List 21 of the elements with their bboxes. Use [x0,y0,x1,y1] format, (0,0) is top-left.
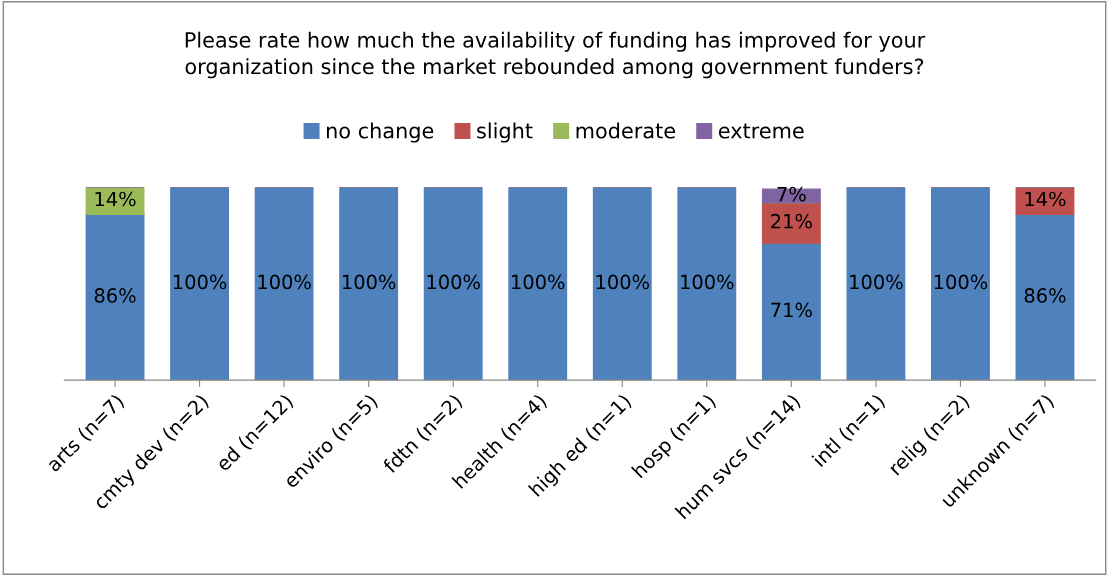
data-label: 21% [771,213,812,229]
data-label: 86% [1024,288,1066,303]
data-label: 7% [777,186,806,202]
data-label: 14% [95,191,136,207]
data-label: 100% [934,274,988,290]
data-label: 100% [596,274,649,290]
data-label: 100% [681,274,734,290]
data-label: 14% [1025,191,1066,207]
chart-title: Please rate how much the availability of funding has improved for your organization since the market rebounded among government funders? [185,31,926,79]
data-label: 100% [850,274,903,290]
legend-label: moderate [576,122,675,139]
legend-label: no change [326,122,434,143]
data-label: 100% [173,274,227,290]
data-label: 100% [258,274,311,290]
data-label: 100% [512,274,565,290]
data-label: 71% [771,302,812,318]
legend-label: slight [477,122,533,143]
data-label: 100% [427,274,480,290]
data-label: 86% [94,288,136,303]
data-label: 100% [343,274,396,290]
legend-label: extreme [718,123,804,139]
